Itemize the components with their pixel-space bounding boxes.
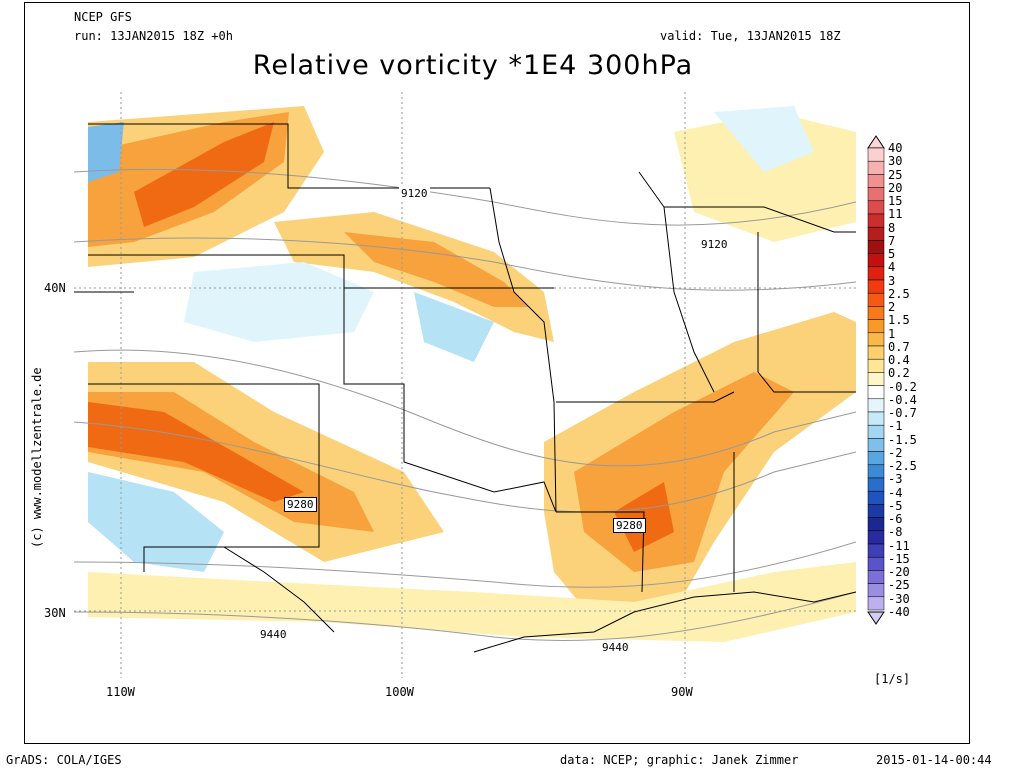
colorbar-tick-label: -1.5 [888, 432, 917, 447]
colorbar-tick-label: -4 [888, 485, 903, 500]
colorbar-tick-label: -30 [888, 591, 910, 606]
colorbar-tick-label: 2 [888, 300, 896, 314]
lon-label-110w: 110W [106, 685, 135, 699]
colorbar-cell [867, 464, 885, 479]
lon-label-90w: 90W [671, 685, 693, 699]
colorbar-tick-label: 3 [888, 273, 896, 288]
colorbar-tick-label: 4 [888, 260, 896, 275]
contour-label: 9440 [600, 641, 631, 654]
colorbar-cell [867, 253, 885, 268]
colorbar-tick-label: 40 [888, 141, 903, 155]
colorbar-cell [867, 226, 885, 241]
side-credit: (c) www.modellzentrale.de [30, 367, 44, 548]
colorbar-tick-label: 1.5 [888, 313, 910, 328]
colorbar-cell [867, 517, 885, 532]
colorbar-cell [867, 187, 885, 202]
vorticity-map [74, 92, 856, 678]
colorbar [867, 135, 885, 625]
colorbar-cell [867, 438, 885, 452]
colorbar-tick-label: -3 [888, 472, 903, 487]
colorbar-cell [867, 596, 885, 611]
colorbar-cell [867, 240, 885, 254]
colorbar-tick-label: 20 [888, 180, 903, 195]
colorbar-unit: [1/s] [874, 672, 911, 686]
contour-label: 9120 [699, 238, 730, 251]
colorbar-tick-label: 7 [888, 233, 896, 248]
run-label: run: 13JAN2015 18Z +0h [74, 29, 233, 43]
colorbar-tick-label: -0.7 [888, 406, 917, 420]
chart-title: Relative vorticity *1E4 300hPa [252, 50, 694, 81]
colorbar-tick-label: -20 [888, 565, 910, 579]
footer-center: data: NCEP; graphic: Janek Zimmer [560, 753, 799, 767]
valid-label: valid: Tue, 13JAN2015 18Z [660, 29, 841, 43]
colorbar-tick-label: -8 [888, 525, 903, 540]
colorbar-cell [867, 213, 885, 228]
colorbar-tick-label: 2.5 [888, 286, 910, 301]
colorbar-tick-label: -15 [888, 551, 910, 566]
colorbar-cell [867, 358, 885, 373]
contour-label: 9280 [284, 497, 317, 512]
colorbar-tick-label: -40 [888, 604, 910, 619]
colorbar-tick-label: 15 [888, 194, 903, 208]
colorbar-cell [867, 530, 885, 545]
colorbar-cell [867, 174, 885, 188]
colorbar-tick-label: 0.7 [888, 339, 910, 354]
colorbar-cell [867, 266, 885, 281]
footer-right: 2015-01-14-00:44 [876, 753, 992, 767]
colorbar-cell [867, 279, 885, 294]
colorbar-cell [867, 504, 885, 518]
contour-label: 9280 [613, 518, 646, 533]
colorbar-cell [867, 160, 885, 175]
lat-label-30n: 30N [44, 606, 66, 620]
colorbar-cell [867, 490, 885, 505]
colorbar-cell [867, 345, 885, 360]
colorbar-tick-label: 8 [888, 220, 896, 235]
colorbar-cell [867, 424, 885, 439]
colorbar-cell [867, 147, 885, 162]
colorbar-tick-label: -2.5 [888, 459, 917, 473]
model-label: NCEP GFS [74, 10, 132, 24]
colorbar-tick-label: -0.2 [888, 379, 917, 394]
colorbar-cell [867, 451, 885, 466]
colorbar-tick-label: 11 [888, 207, 903, 222]
colorbar-tick-label: -11 [888, 538, 910, 553]
colorbar-cell [867, 583, 885, 598]
colorbar-cell [867, 556, 885, 571]
colorbar-cell [867, 411, 885, 426]
lat-label-40n: 40N [44, 281, 66, 295]
colorbar-cell [867, 477, 885, 492]
colorbar-tick-label: 0.2 [888, 366, 910, 381]
colorbar-cell [867, 543, 885, 558]
lon-label-100w: 100W [385, 685, 414, 699]
colorbar-tick-label: -5 [888, 498, 903, 513]
colorbar-tick-label: 25 [888, 167, 903, 182]
colorbar-tick-label: -25 [888, 578, 910, 593]
colorbar-cell [867, 398, 885, 413]
colorbar-cell [867, 570, 885, 584]
colorbar-cell [867, 319, 885, 334]
colorbar-tick-label: -2 [888, 445, 903, 460]
contour-label: 9440 [258, 628, 289, 641]
colorbar-cell [867, 200, 885, 215]
height-contours [74, 168, 856, 642]
colorbar-cell [867, 385, 885, 400]
colorbar-tick-label: 0.4 [888, 353, 910, 367]
colorbar-tick-label: -1 [888, 419, 903, 434]
colorbar-cell [867, 292, 885, 307]
contour-label: 9120 [399, 187, 430, 200]
colorbar-tick-label: -6 [888, 512, 903, 526]
colorbar-tick-label: 30 [888, 154, 903, 169]
colorbar-tick-label: 1 [888, 326, 896, 341]
state-boundaries [74, 123, 856, 653]
colorbar-tick-label: -0.4 [888, 392, 917, 407]
plot-frame [24, 2, 970, 744]
colorbar-cell [867, 306, 885, 320]
colorbar-cell [867, 332, 885, 347]
colorbar-cell [867, 372, 885, 386]
footer-left: GrADS: COLA/IGES [6, 753, 122, 767]
colorbar-tick-label: 5 [888, 247, 896, 261]
